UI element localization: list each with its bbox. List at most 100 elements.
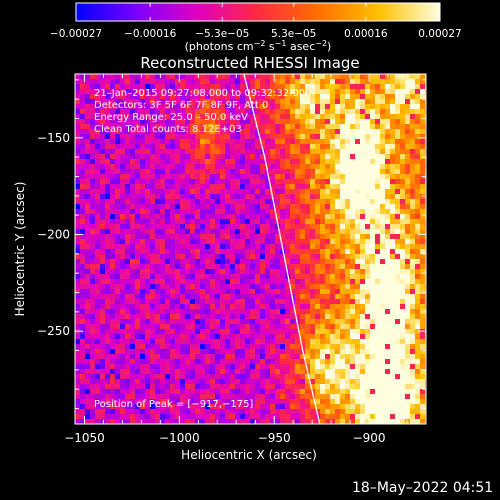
heatmap-cell	[255, 394, 260, 399]
heatmap-cell	[175, 209, 180, 214]
heatmap-cell	[395, 124, 400, 129]
heatmap-cell	[415, 394, 420, 399]
heatmap-cell	[410, 359, 415, 364]
heatmap-cell	[90, 164, 95, 169]
heatmap-cell	[235, 164, 240, 169]
heatmap-cell	[290, 124, 295, 129]
heatmap-cell	[275, 404, 280, 409]
heatmap-cell	[225, 289, 230, 294]
heatmap-cell	[205, 399, 210, 404]
heatmap-cell	[395, 234, 400, 239]
heatmap-cell	[380, 249, 385, 254]
heatmap-cell	[320, 194, 325, 199]
heatmap-cell	[365, 299, 370, 304]
heatmap-cell	[85, 399, 90, 404]
heatmap-cell	[165, 189, 170, 194]
heatmap-cell	[355, 124, 360, 129]
heatmap-cell	[275, 334, 280, 339]
heatmap-cell	[385, 79, 390, 84]
heatmap-cell	[105, 244, 110, 249]
heatmap-cell	[270, 264, 275, 269]
heatmap-cell	[230, 259, 235, 264]
heatmap-cell	[345, 419, 350, 424]
heatmap-cell	[400, 154, 405, 159]
heatmap-cell	[220, 79, 225, 84]
heatmap-cell	[415, 154, 420, 159]
heatmap-cell	[275, 244, 280, 249]
heatmap-cell	[170, 114, 175, 119]
heatmap-cell	[130, 149, 135, 154]
heatmap-cell	[250, 329, 255, 334]
heatmap-cell	[410, 109, 415, 114]
heatmap-cell	[325, 284, 330, 289]
heatmap-cell	[350, 194, 355, 199]
heatmap-cell	[150, 409, 155, 414]
heatmap-cell	[110, 259, 115, 264]
heatmap-cell	[335, 84, 340, 89]
heatmap-cell	[305, 154, 310, 159]
heatmap-cell	[310, 254, 315, 259]
heatmap-cell	[300, 169, 305, 174]
heatmap-cell	[235, 304, 240, 309]
heatmap-cell	[230, 159, 235, 164]
heatmap-cell	[325, 194, 330, 199]
heatmap-cell	[250, 399, 255, 404]
heatmap-cell	[315, 419, 320, 424]
heatmap-cell	[420, 404, 425, 409]
heatmap-cell	[320, 139, 325, 144]
heatmap-cell	[105, 109, 110, 114]
heatmap-cell	[220, 164, 225, 169]
heatmap-cell	[345, 409, 350, 414]
heatmap-cell	[185, 364, 190, 369]
heatmap-cell	[210, 324, 215, 329]
heatmap-cell	[120, 254, 125, 259]
heatmap-cell	[175, 174, 180, 179]
heatmap-cell	[415, 279, 420, 284]
heatmap-cell	[385, 84, 390, 89]
heatmap-cell	[370, 369, 375, 374]
heatmap-cell	[185, 164, 190, 169]
heatmap-cell	[115, 384, 120, 389]
heatmap-cell	[120, 129, 125, 134]
heatmap-cell	[190, 404, 195, 409]
heatmap-cell	[120, 409, 125, 414]
heatmap-cell	[400, 189, 405, 194]
heatmap-cell	[380, 234, 385, 239]
heatmap-cell	[275, 104, 280, 109]
heatmap-cell	[165, 249, 170, 254]
heatmap-cell	[95, 299, 100, 304]
heatmap-cell	[205, 359, 210, 364]
heatmap-cell	[365, 189, 370, 194]
heatmap-cell	[315, 214, 320, 219]
heatmap-cell	[75, 159, 80, 164]
heatmap-cell	[290, 284, 295, 289]
heatmap-cell	[280, 194, 285, 199]
heatmap-cell	[300, 394, 305, 399]
heatmap-cell	[330, 364, 335, 369]
heatmap-cell	[255, 179, 260, 184]
heatmap-cell	[235, 249, 240, 254]
heatmap-cell	[270, 144, 275, 149]
heatmap-cell	[295, 219, 300, 224]
heatmap-cell	[215, 84, 220, 89]
heatmap-cell	[75, 399, 80, 404]
heatmap-cell	[180, 114, 185, 119]
heatmap-cell	[170, 194, 175, 199]
heatmap-cell	[180, 164, 185, 169]
heatmap-cell	[125, 204, 130, 209]
heatmap-cell	[355, 369, 360, 374]
heatmap-cell	[385, 319, 390, 324]
heatmap-cell	[110, 199, 115, 204]
heatmap-cell	[100, 404, 105, 409]
heatmap-cell	[385, 204, 390, 209]
heatmap-cell	[150, 104, 155, 109]
heatmap-cell	[285, 354, 290, 359]
heatmap-cell	[170, 209, 175, 214]
heatmap-cell	[225, 174, 230, 179]
heatmap-cell	[400, 79, 405, 84]
heatmap-cell	[225, 309, 230, 314]
heatmap-cell	[380, 354, 385, 359]
heatmap-cell	[360, 154, 365, 159]
heatmap-cell	[90, 209, 95, 214]
heatmap-cell	[100, 324, 105, 329]
